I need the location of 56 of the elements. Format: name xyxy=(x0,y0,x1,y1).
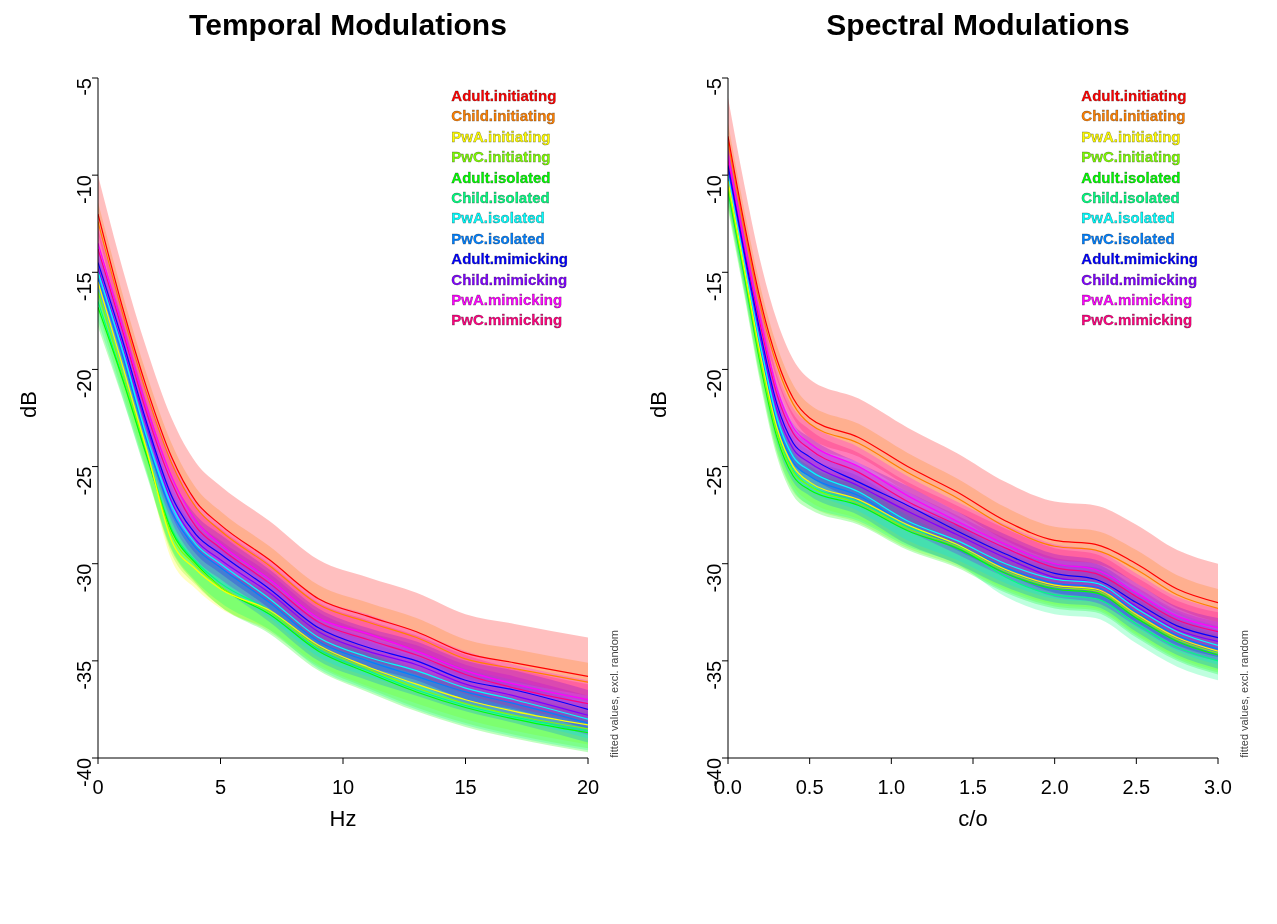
text: PwA.isolated xyxy=(451,208,546,229)
x-tick-label: 1.0 xyxy=(877,776,906,799)
text: Adult.initiating xyxy=(1081,86,1188,106)
y-tick-label: -25 xyxy=(703,466,726,496)
chart-title: Temporal Modulations xyxy=(188,8,508,43)
x-axis-title: c/o xyxy=(958,806,988,831)
x-tick-label: 3.0 xyxy=(1204,776,1232,799)
text: PwC.initiating xyxy=(451,147,552,168)
y-tick-label: -15 xyxy=(703,272,726,302)
x-tick-label: 5 xyxy=(214,776,227,799)
x-tick-label: 20 xyxy=(576,776,600,799)
y-tick-label: -35 xyxy=(73,660,96,690)
text: Adult.isolated xyxy=(1081,167,1182,188)
text: Child.initiating xyxy=(1081,106,1187,127)
text: Adult.mimicking xyxy=(1081,249,1198,270)
y-tick-label: -20 xyxy=(73,369,96,399)
x-tick-label: 1.5 xyxy=(959,776,987,799)
chart-title: Spectral Modulations xyxy=(825,8,1131,43)
text: Adult.initiating xyxy=(451,86,558,106)
text: fitted values, excl. random xyxy=(608,630,620,758)
x-axis-title: Hz xyxy=(329,806,357,831)
text: PwA.initiating xyxy=(1081,126,1182,147)
y-tick-label: -35 xyxy=(703,660,726,690)
text: PwC.isolated xyxy=(1081,228,1176,249)
y-tick-label: -30 xyxy=(73,563,96,593)
text: Child.mimicking xyxy=(1081,269,1198,290)
text: Child.initiating xyxy=(451,106,557,127)
y-tick-label: -10 xyxy=(703,175,726,205)
text: PwA.isolated xyxy=(1081,208,1176,229)
y-tick-label: -10 xyxy=(73,175,96,205)
text: Child.mimicking xyxy=(451,269,568,290)
y-tick-label: -20 xyxy=(703,369,726,399)
y-tick-label: -5 xyxy=(703,78,726,96)
text: PwA.mimicking xyxy=(1081,290,1194,311)
y-tick-label: -5 xyxy=(73,78,96,96)
text: Adult.isolated xyxy=(451,167,552,188)
y-axis-title: dB xyxy=(645,391,671,418)
text: PwA.initiating xyxy=(451,126,552,147)
x-tick-label: 15 xyxy=(454,776,477,799)
x-tick-label: 2.0 xyxy=(1040,776,1069,799)
y-axis-title: dB xyxy=(15,391,41,418)
text: PwC.mimicking xyxy=(451,310,564,331)
x-tick-label: 2.5 xyxy=(1122,776,1151,799)
y-tick-label: -15 xyxy=(73,272,96,302)
text: PwA.mimicking xyxy=(451,290,564,311)
x-tick-label: 0.5 xyxy=(795,776,824,799)
text: PwC.initiating xyxy=(1081,147,1182,168)
text: fitted values, excl. random xyxy=(1238,630,1250,758)
text: PwC.isolated xyxy=(451,228,546,249)
y-tick-label: -30 xyxy=(703,563,726,593)
y-tick-label: -25 xyxy=(73,466,96,496)
x-tick-label: 10 xyxy=(331,776,355,799)
text: PwC.mimicking xyxy=(1081,310,1194,331)
text: Child.isolated xyxy=(451,188,551,209)
text: Child.isolated xyxy=(1081,188,1181,209)
text: Adult.mimicking xyxy=(451,249,568,270)
